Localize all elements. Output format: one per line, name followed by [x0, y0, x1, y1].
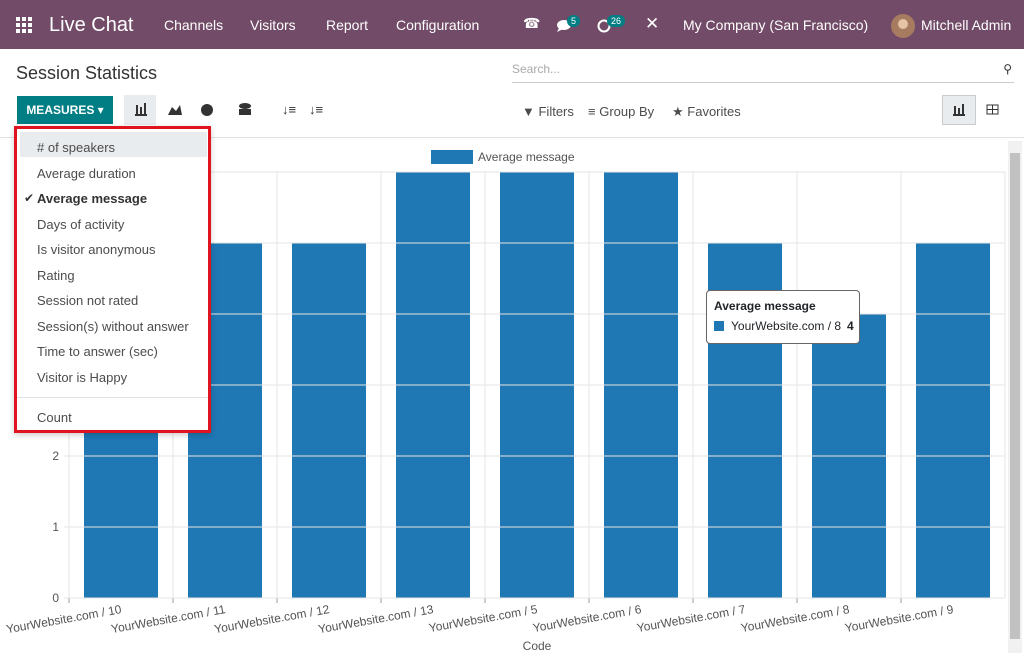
- menu-item[interactable]: Time to answer (sec): [37, 344, 158, 359]
- menu[interactable]: Report: [326, 17, 368, 33]
- tooltip-value: 4: [847, 319, 854, 333]
- menu-item[interactable]: Session(s) without answer: [37, 319, 189, 334]
- bar[interactable]: [916, 243, 990, 598]
- control-panel: Session Statistics Search... ⚲ MEASURES ▾…: [0, 49, 1024, 138]
- navbar: Live Chat Channels Visitors Report Confi…: [0, 0, 1024, 49]
- filters-label: Filters: [538, 104, 573, 119]
- x-tick-label: YourWebsite.com / 10: [5, 602, 123, 636]
- menu-item[interactable]: Count: [37, 410, 72, 425]
- y-tick-label: 2: [52, 449, 59, 463]
- x-tick-label: YourWebsite.com / 11: [110, 602, 227, 636]
- svg-text:↓≡: ↓≡: [309, 102, 323, 117]
- bar[interactable]: [292, 243, 366, 598]
- app-name[interactable]: Live Chat: [49, 14, 134, 37]
- search-placeholder: Search...: [512, 62, 560, 76]
- menu[interactable]: Visitors: [250, 17, 296, 33]
- company[interactable]: My Company (San Francisco): [683, 17, 868, 33]
- x-tick-label: YourWebsite.com / 7: [636, 602, 747, 635]
- menu-item[interactable]: Is visitor anonymous: [37, 242, 156, 257]
- favorites-button[interactable]: ★ Favorites: [672, 104, 741, 120]
- scrollbar-thumb[interactable]: [1010, 153, 1020, 639]
- tooltip: Average message YourWebsite.com / 8 4: [706, 290, 860, 344]
- tooltip-title: Average message: [714, 299, 816, 313]
- x-tick-label: YourWebsite.com / 8: [740, 602, 851, 635]
- measures-button[interactable]: MEASURES ▾: [17, 96, 113, 124]
- x-tick-label: YourWebsite.com / 12: [213, 602, 331, 636]
- menu-item[interactable]: Rating: [37, 268, 75, 283]
- page-title: Session Statistics: [16, 63, 157, 84]
- search-icon[interactable]: ⚲: [1003, 62, 1012, 76]
- x-tick-label: YourWebsite.com / 9: [844, 602, 955, 635]
- x-tick-label: YourWebsite.com / 13: [317, 602, 435, 636]
- svg-text:↓≡: ↓≡: [282, 102, 296, 117]
- tools-icon[interactable]: ✕: [645, 14, 659, 34]
- filters-button[interactable]: ▼ Filters: [522, 104, 574, 119]
- favorites-label: Favorites: [687, 104, 740, 119]
- x-axis-title: Code: [523, 639, 552, 653]
- menu-divider: [17, 397, 208, 398]
- menu-item[interactable]: # of speakers: [37, 140, 115, 155]
- user[interactable]: Mitchell Admin: [921, 17, 1011, 33]
- measures-label: MEASURES: [26, 103, 94, 117]
- menu-item[interactable]: Visitor is Happy: [37, 370, 127, 385]
- apps-icon[interactable]: [16, 17, 32, 33]
- menu[interactable]: Channels: [164, 17, 223, 33]
- activity-badge: 26: [607, 15, 625, 27]
- legend-swatch[interactable]: [431, 150, 473, 164]
- menu-item[interactable]: Days of activity: [37, 217, 124, 232]
- view-switcher[interactable]: [942, 95, 1008, 125]
- menu[interactable]: Configuration: [396, 17, 479, 33]
- x-tick-label: YourWebsite.com / 5: [428, 602, 539, 635]
- search-box[interactable]: Search... ⚲: [512, 62, 1014, 83]
- tooltip-swatch: [714, 321, 724, 331]
- message-badge: 5: [567, 15, 580, 27]
- group-by-button[interactable]: ≡ Group By: [588, 104, 654, 119]
- x-tick-label: YourWebsite.com / 6: [532, 602, 643, 635]
- menu-item[interactable]: Session not rated: [37, 293, 138, 308]
- avatar[interactable]: [891, 14, 915, 38]
- view-type-buttons[interactable]: ↓≡ ↓≡: [124, 95, 344, 125]
- tooltip-label: YourWebsite.com / 8: [731, 319, 841, 333]
- phone-icon[interactable]: ☎: [523, 15, 540, 32]
- menu-item[interactable]: Average message: [37, 191, 147, 206]
- check-icon: ✔: [24, 191, 34, 205]
- y-tick-label: 1: [52, 520, 59, 534]
- menu-item[interactable]: Average duration: [37, 166, 136, 181]
- y-tick-label: 0: [52, 591, 59, 605]
- legend-label[interactable]: Average message: [478, 150, 575, 164]
- group-by-label: Group By: [599, 104, 654, 119]
- measures-dropdown: # of speakers Average duration Average mes…: [14, 126, 211, 433]
